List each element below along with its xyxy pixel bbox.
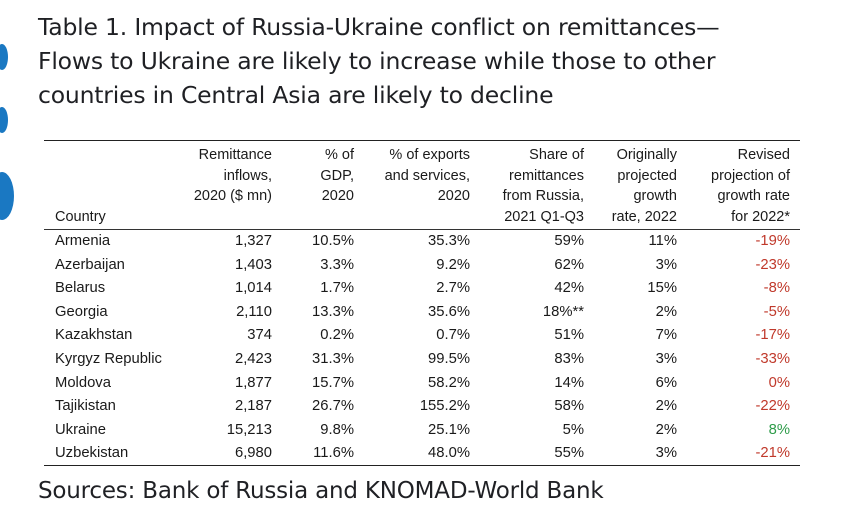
cell-share: 5% [562, 421, 584, 438]
cell-share: 62% [554, 256, 584, 273]
header-country: Country [55, 209, 106, 225]
cell-country: Armenia [55, 233, 111, 249]
cell-revised: 0% [768, 374, 790, 391]
cell-country: Tajikistan [55, 398, 116, 415]
cell-share: 14% [554, 374, 584, 391]
cell-original: 2% [655, 421, 677, 438]
cell-remittance: 374 [247, 327, 272, 344]
cell-gdp: 3.3% [320, 256, 354, 273]
cell-country: Kyrgyz Republic [55, 351, 162, 367]
cell-revised: -22% [755, 398, 790, 415]
cell-exports: 35.3% [428, 233, 470, 249]
cell-gdp: 9.8% [320, 421, 354, 438]
cell-original: 15% [647, 280, 677, 297]
cell-gdp: 31.3% [312, 351, 354, 367]
cell-revised: 8% [768, 421, 790, 438]
cell-exports: 155.2% [419, 398, 470, 415]
cell-original: 3% [655, 351, 677, 367]
title-line: Flows to Ukraine are likely to increase … [38, 47, 716, 75]
cell-country: Georgia [55, 303, 108, 320]
cell-country: Uzbekistan [55, 445, 129, 462]
left-edge-decoration [0, 44, 14, 220]
table-bottom-rule [44, 465, 800, 466]
cell-remittance: 2,110 [236, 303, 272, 320]
cell-gdp: 13.3% [312, 303, 354, 320]
cell-country: Belarus [55, 280, 106, 297]
cell-revised: -19% [755, 233, 790, 249]
cell-remittance: 6,980 [234, 445, 272, 462]
cell-remittance: 15,213 [226, 421, 272, 438]
cell-remittance: 2,187 [234, 398, 272, 415]
cell-exports: 0.7% [436, 327, 470, 344]
cell-remittance: 2,423 [234, 351, 272, 367]
cell-share: 58% [554, 398, 584, 415]
cell-exports: 99.5% [428, 351, 470, 367]
cell-country: Kazakhstan [55, 327, 133, 344]
cell-revised: -8% [763, 280, 790, 297]
cell-share: 55% [554, 445, 584, 462]
cell-original: 2% [655, 303, 677, 320]
cell-remittance: 1,877 [234, 374, 272, 391]
cell-gdp: 10.5% [312, 233, 354, 249]
header-original: Originally projected growth rate, 2022 [611, 147, 677, 225]
cell-remittance: 1,014 [234, 280, 272, 297]
cell-revised: -33% [755, 351, 790, 367]
cell-share: 42% [554, 280, 584, 297]
cell-exports: 25.1% [428, 421, 470, 438]
table-row: Georgia 2,110 13.3% 35.6% 18%** 2% -5% [0, 301, 843, 325]
cell-exports: 35.6% [428, 303, 470, 320]
cell-revised: -5% [763, 303, 790, 320]
header-revised: Revised projection of growth rate for 20… [711, 147, 790, 225]
table-row: Moldova 1,877 15.7% 58.2% 14% 6% 0% [0, 372, 843, 396]
cell-share: 83% [554, 351, 584, 367]
source-note: Sources: Bank of Russia and KNOMAD-World… [38, 478, 604, 504]
table-row: Belarus 1,014 1.7% 2.7% 42% 15% -8% [0, 277, 843, 301]
cell-original: 11% [648, 233, 677, 249]
cell-original: 3% [655, 445, 677, 462]
table-row: Tajikistan 2,187 26.7% 155.2% 58% 2% -22% [0, 395, 843, 419]
cell-share: 59% [554, 233, 584, 249]
header-gdp: % of GDP, 2020 [320, 147, 354, 204]
cell-share: 51% [554, 327, 584, 344]
cell-country: Ukraine [55, 421, 106, 438]
cell-revised: -21% [755, 445, 790, 462]
title-line: Table 1. Impact of Russia-Ukraine confli… [38, 13, 720, 41]
cell-gdp: 11.6% [313, 445, 354, 462]
table-row: Armenia 1,327 10.5% 35.3% 59% 11% -19% [0, 230, 843, 254]
header-exports: % of exports and services, 2020 [384, 147, 470, 204]
cell-remittance: 1,327 [234, 233, 272, 249]
cell-exports: 58.2% [428, 374, 470, 391]
cell-original: 2% [655, 398, 677, 415]
cell-gdp: 26.7% [312, 398, 354, 415]
table-top-rule [44, 140, 800, 141]
header-remittance: Remittance inflows, 2020 ($ mn) [193, 147, 272, 204]
cell-original: 7% [655, 327, 677, 344]
header-share: Share of remittances from Russia, 2021 Q… [502, 147, 584, 225]
cell-country: Azerbaijan [55, 256, 125, 273]
table-title: Table 1. Impact of Russia-Ukraine confli… [38, 10, 828, 112]
cell-gdp: 1.7% [320, 280, 354, 297]
table-row: Azerbaijan 1,403 3.3% 9.2% 62% 3% -23% [0, 254, 843, 278]
cell-exports: 9.2% [436, 256, 470, 273]
cell-gdp: 0.2% [320, 327, 354, 344]
cell-revised: -17% [755, 327, 790, 344]
table-row: Kazakhstan 374 0.2% 0.7% 51% 7% -17% [0, 324, 843, 348]
cell-country: Moldova [55, 374, 111, 391]
table-row: Kyrgyz Republic 2,423 31.3% 99.5% 83% 3% -33% [0, 348, 843, 372]
cell-remittance: 1,403 [234, 256, 272, 273]
cell-revised: -23% [755, 256, 790, 273]
cell-exports: 2.7% [436, 280, 470, 297]
cell-original: 6% [655, 374, 677, 391]
cell-gdp: 15.7% [312, 374, 354, 391]
header-rule [44, 229, 800, 230]
cell-share: 18%** [542, 303, 584, 320]
table-row: Ukraine 15,213 9.8% 25.1% 5% 2% 8% [0, 419, 843, 443]
title-line: countries in Central Asia are likely to … [38, 81, 554, 109]
cell-original: 3% [655, 256, 677, 273]
table-row: Uzbekistan 6,980 11.6% 48.0% 55% 3% -21% [0, 442, 843, 466]
cell-exports: 48.0% [428, 445, 470, 462]
